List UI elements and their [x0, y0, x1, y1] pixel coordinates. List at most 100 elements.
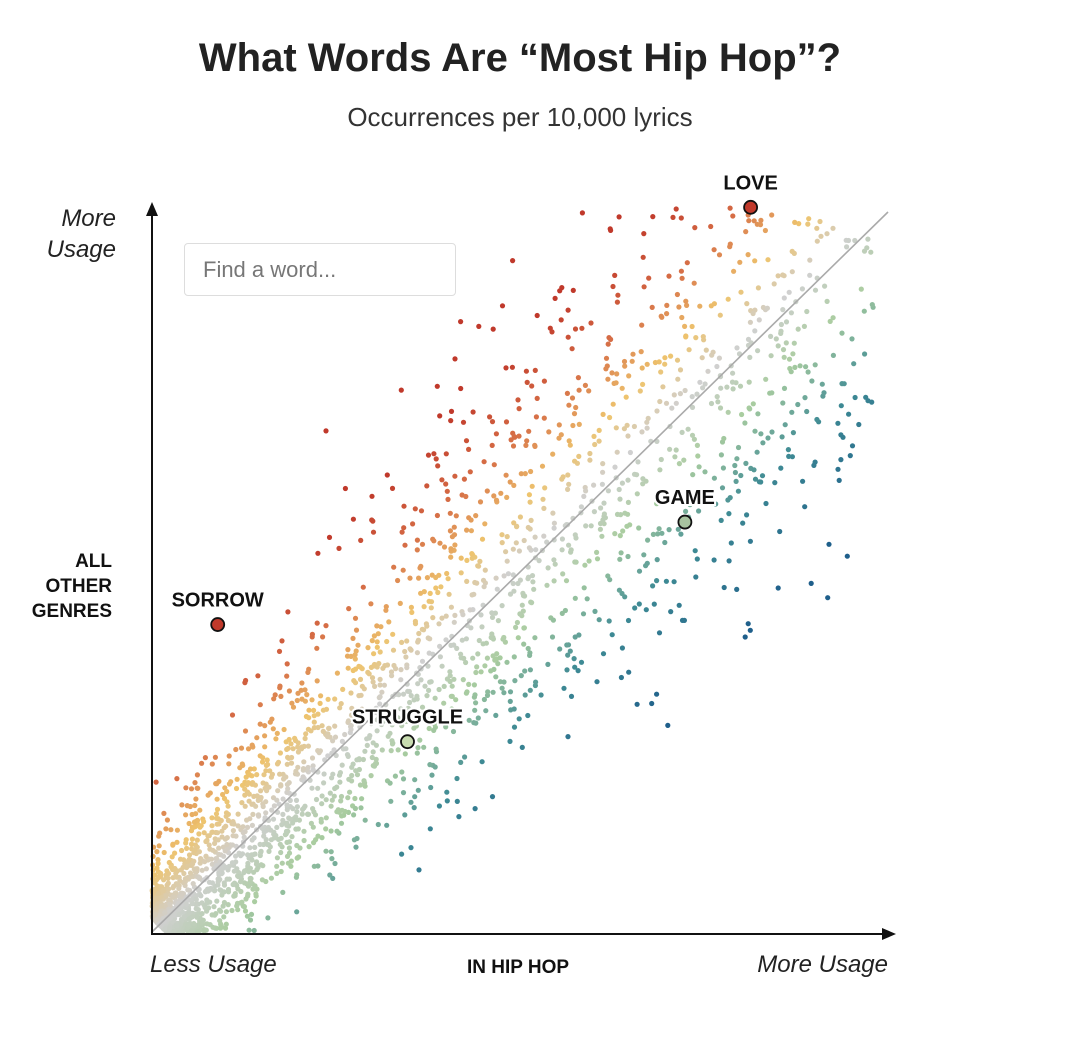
data-point: [838, 403, 844, 409]
data-point: [452, 473, 458, 479]
data-point: [244, 913, 250, 919]
data-point: [345, 753, 351, 760]
data-point: [390, 631, 396, 637]
data-point: [170, 842, 176, 848]
data-point: [319, 835, 325, 841]
data-point: [305, 811, 311, 817]
highlight-point-game[interactable]: [677, 514, 693, 530]
data-point: [416, 575, 422, 581]
data-point: [352, 712, 358, 718]
data-point: [559, 610, 565, 617]
data-point: [439, 663, 445, 669]
data-point: [804, 308, 810, 315]
data-point: [314, 645, 320, 651]
data-point: [503, 472, 509, 478]
data-point: [356, 766, 362, 773]
data-point: [583, 488, 589, 494]
data-point: [413, 723, 419, 729]
data-point: [674, 291, 681, 298]
data-point: [311, 840, 317, 846]
data-point: [336, 545, 342, 552]
data-point: [369, 517, 375, 523]
data-point: [732, 469, 739, 476]
data-point: [441, 700, 447, 706]
data-point: [214, 898, 220, 904]
data-point: [225, 803, 231, 809]
data-point: [192, 847, 198, 853]
data-point: [596, 427, 602, 433]
data-point: [323, 623, 329, 629]
data-point: [431, 451, 437, 457]
data-point: [384, 472, 390, 478]
data-point: [724, 384, 730, 390]
data-point: [348, 690, 354, 696]
data-point: [431, 538, 437, 544]
data-point: [538, 692, 544, 698]
data-point: [713, 501, 719, 507]
data-point: [401, 525, 407, 531]
data-point: [315, 863, 321, 869]
data-point: [542, 485, 548, 491]
data-point: [269, 807, 275, 813]
data-point: [692, 225, 698, 231]
data-point: [697, 303, 703, 309]
data-point: [299, 696, 305, 702]
data-point: [525, 574, 532, 580]
data-point: [750, 401, 756, 407]
data-point: [201, 928, 207, 934]
data-point: [600, 469, 606, 475]
data-point: [339, 738, 345, 745]
data-point: [251, 766, 257, 772]
highlight-point-love[interactable]: [743, 199, 758, 215]
data-point: [846, 411, 852, 417]
data-point: [821, 390, 827, 396]
data-point: [804, 408, 810, 415]
data-point: [383, 702, 389, 708]
data-point: [174, 776, 180, 782]
data-point: [407, 646, 413, 652]
data-point: [518, 471, 524, 477]
data-point: [401, 503, 407, 509]
data-point: [337, 705, 343, 711]
highlight-point-sorrow[interactable]: [210, 617, 226, 632]
data-point: [638, 349, 644, 355]
data-point: [618, 674, 625, 681]
data-point: [374, 623, 380, 629]
find-word-input[interactable]: [184, 243, 456, 296]
data-point: [285, 828, 291, 834]
data-point: [280, 796, 286, 802]
data-point: [556, 422, 562, 428]
data-point: [315, 724, 321, 731]
data-point: [580, 611, 587, 617]
data-point: [246, 791, 252, 797]
data-point: [493, 497, 500, 503]
data-point: [495, 661, 501, 667]
data-point: [566, 542, 572, 548]
data-point: [527, 687, 533, 693]
data-point: [479, 536, 486, 542]
data-point: [338, 820, 345, 826]
data-point: [311, 719, 317, 725]
data-point: [711, 475, 718, 481]
data-point: [491, 493, 497, 499]
data-point: [262, 744, 268, 750]
data-point: [567, 648, 573, 654]
data-point: [414, 650, 420, 656]
data-point: [780, 307, 786, 313]
data-point: [175, 881, 181, 887]
y-axis-top-label-line1: More: [61, 205, 116, 232]
highlight-point-struggle[interactable]: [400, 734, 415, 750]
data-point: [824, 298, 830, 304]
data-point: [244, 817, 250, 823]
data-point: [426, 687, 432, 694]
data-point: [157, 830, 163, 836]
data-point: [558, 432, 564, 438]
data-point: [524, 438, 530, 444]
data-point: [288, 863, 294, 869]
data-point: [606, 618, 612, 624]
data-point: [814, 416, 820, 423]
data-point: [654, 501, 660, 507]
data-point: [525, 712, 531, 719]
data-point: [314, 678, 320, 684]
data-point: [678, 215, 684, 221]
